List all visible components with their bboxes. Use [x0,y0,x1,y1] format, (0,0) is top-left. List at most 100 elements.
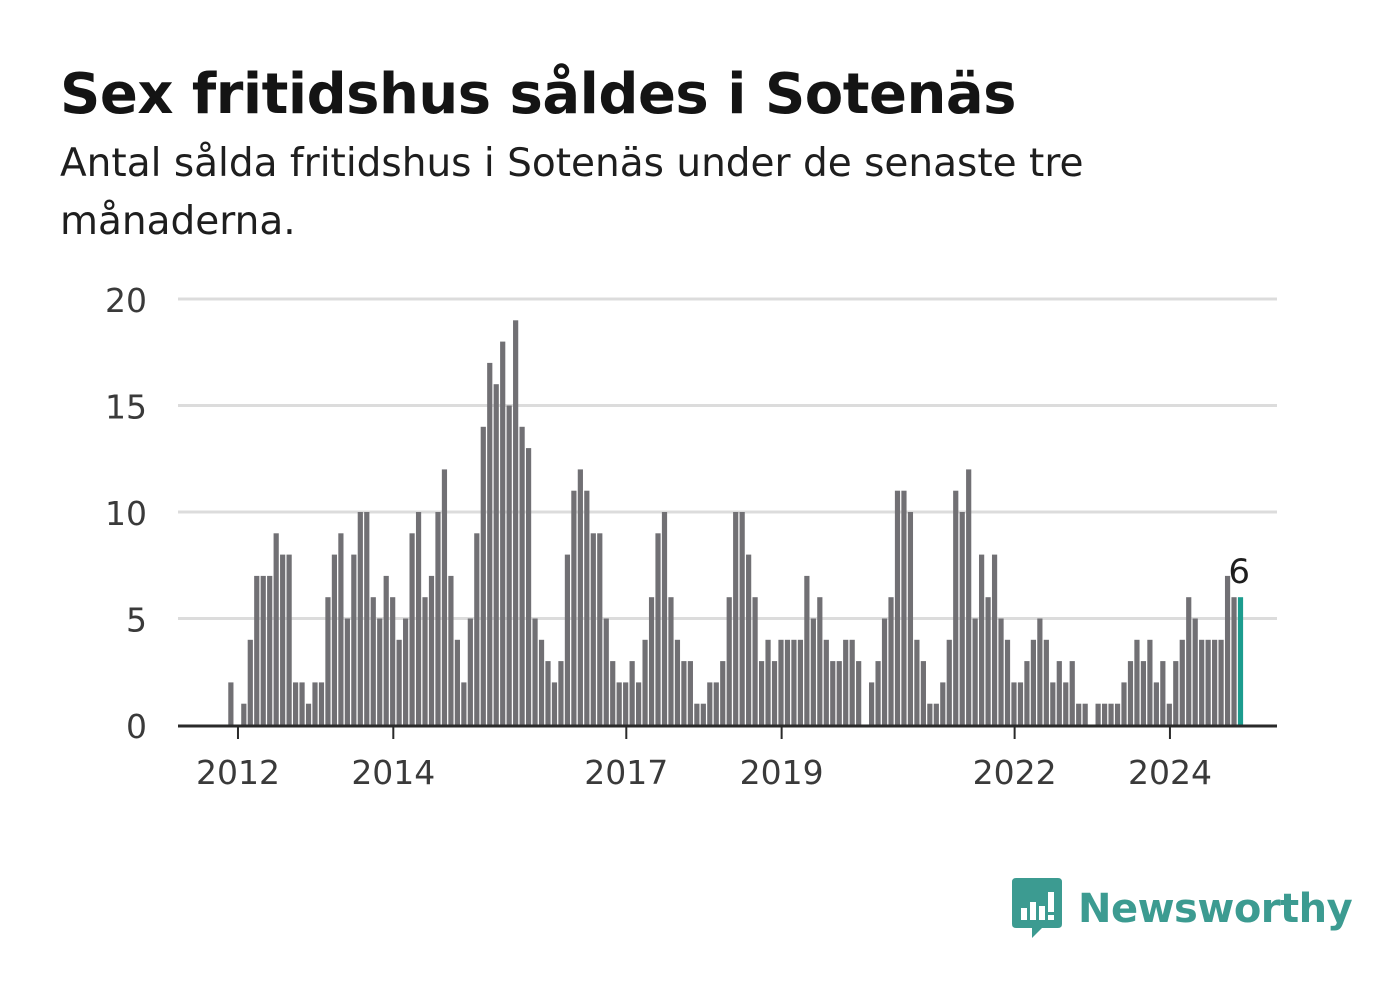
bar [396,639,402,725]
bar [254,575,260,725]
bar [720,661,726,725]
bar [914,639,920,725]
bar [603,618,609,725]
bar [849,639,855,725]
y-tick-label: 15 [105,388,147,427]
bar [247,639,253,725]
bar [513,320,519,725]
bar [642,639,648,725]
brand: Newsworthy [1010,878,1353,940]
bar [1205,639,1211,725]
bar [869,682,875,725]
bar [1037,618,1043,725]
bar [493,384,499,725]
bar [797,639,804,725]
bar [1140,661,1147,725]
bar [292,682,299,725]
bar [590,533,596,725]
bar [357,512,363,725]
bar [1101,703,1108,725]
bar [312,682,318,725]
bar [467,618,473,725]
bar [765,639,771,725]
chart-title: Sex fritidshus såldes i Sotenäs [60,62,1017,127]
bar [525,448,532,725]
bar [836,661,842,725]
bar [532,618,538,725]
bar [545,661,551,725]
x-tick-label: 2019 [740,753,824,792]
bar [1063,682,1069,725]
bar [998,618,1004,725]
chart-subtitle: Antal sålda fritidshus i Sotenäs under d… [60,141,1084,244]
bar [791,639,797,725]
bar [1199,639,1205,725]
bar [1024,661,1030,725]
bar [707,682,713,725]
bar [500,341,506,725]
bar [506,405,512,725]
bar [1173,661,1179,725]
bar [1056,661,1062,725]
bar [713,682,719,725]
bar [286,554,292,725]
bar [953,490,959,725]
bar [318,682,325,725]
bar [778,639,784,725]
bar [784,639,791,725]
bar [927,703,933,725]
bar [655,533,661,725]
bar [390,597,396,725]
bar [979,554,985,725]
bar [480,426,486,725]
bar [325,597,331,725]
bar [648,597,655,725]
bar [810,618,816,725]
bar [687,661,693,725]
bar [823,639,829,725]
bar [733,512,739,725]
bar [487,362,493,725]
bar [351,554,357,725]
bar [1166,703,1172,725]
bar [959,512,965,725]
brand-name: Newsworthy [1078,886,1353,932]
bar [409,533,415,725]
bar [616,682,622,725]
bar [415,512,422,725]
y-tick-label: 5 [126,601,147,640]
bar [940,682,946,725]
bar [1114,703,1121,725]
bar [739,512,745,725]
newsworthy-logo-icon [1012,878,1062,938]
bar [700,703,706,725]
x-tick-label: 2022 [973,753,1057,792]
bar [299,682,305,725]
bar [888,597,894,725]
bar [1127,661,1134,725]
bar [474,533,480,725]
bar [377,618,383,725]
x-tick-label: 2017 [584,753,668,792]
bar [1082,703,1088,725]
bar [260,575,266,725]
bar [661,512,668,725]
y-tick-label: 10 [105,494,147,533]
highlight-value-label: 6 [1228,552,1250,592]
bar [1231,597,1237,725]
bar [694,703,700,725]
bar [241,703,247,725]
bar [752,597,758,725]
bar [344,618,350,725]
bar [435,512,441,725]
bar [364,512,370,725]
bar [1011,682,1017,725]
bar [804,575,810,725]
bar [338,533,344,725]
bar [267,575,273,725]
bar [1179,639,1185,725]
bar [674,639,681,725]
bar [448,575,454,725]
bar [881,618,888,725]
